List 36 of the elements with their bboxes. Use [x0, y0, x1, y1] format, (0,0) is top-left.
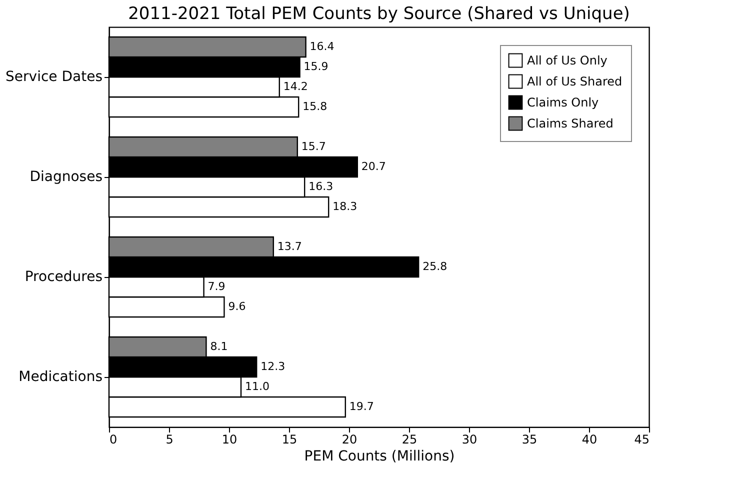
data-label: 14.2	[283, 80, 308, 93]
data-label: 16.3	[308, 180, 334, 193]
x-tick-label: 25	[402, 432, 418, 446]
data-label: 15.8	[302, 100, 328, 113]
x-tick-label: 20	[342, 432, 358, 446]
x-tick-label: 15	[282, 432, 298, 446]
data-label: 11.0	[245, 380, 270, 393]
x-axis-title: PEM Counts (Millions)	[304, 448, 455, 464]
legend-label: Claims Shared	[527, 116, 614, 130]
x-tick-label: 35	[522, 432, 538, 446]
data-label: 8.1	[210, 340, 228, 353]
data-label: 20.7	[361, 160, 386, 173]
legend-label: Claims Only	[527, 96, 599, 110]
y-tick-label: Diagnoses	[30, 169, 102, 185]
x-tick-label: 0	[110, 432, 118, 446]
x-tick-label: 40	[582, 432, 598, 446]
data-label: 18.3	[332, 200, 358, 213]
data-label: 19.7	[349, 400, 374, 413]
data-label: 25.8	[422, 260, 448, 273]
legend-label: All of Us Shared	[527, 74, 622, 88]
data-label: 16.4	[310, 40, 334, 53]
data-label: 9.6	[228, 300, 246, 313]
y-tick-label: Procedures	[24, 269, 102, 285]
chart-title: 2011-2021 Total PEM Counts by Source (Shared vs Unique)	[128, 4, 630, 24]
data-label: 7.9	[208, 280, 226, 293]
data-label: 15.9	[304, 60, 328, 73]
y-tick-label: Service Dates	[6, 69, 102, 85]
x-tick-label: 30	[462, 432, 478, 446]
data-label: 12.3	[260, 360, 286, 373]
x-tick-label: 45	[634, 432, 650, 446]
data-label: 15.7	[301, 140, 326, 153]
x-tick-label: 10	[222, 432, 238, 446]
y-tick-label: Medications	[18, 369, 102, 385]
data-label: 13.7	[277, 240, 302, 253]
x-tick-label: 5	[166, 432, 174, 446]
legend-label: All of Us Only	[527, 54, 608, 68]
